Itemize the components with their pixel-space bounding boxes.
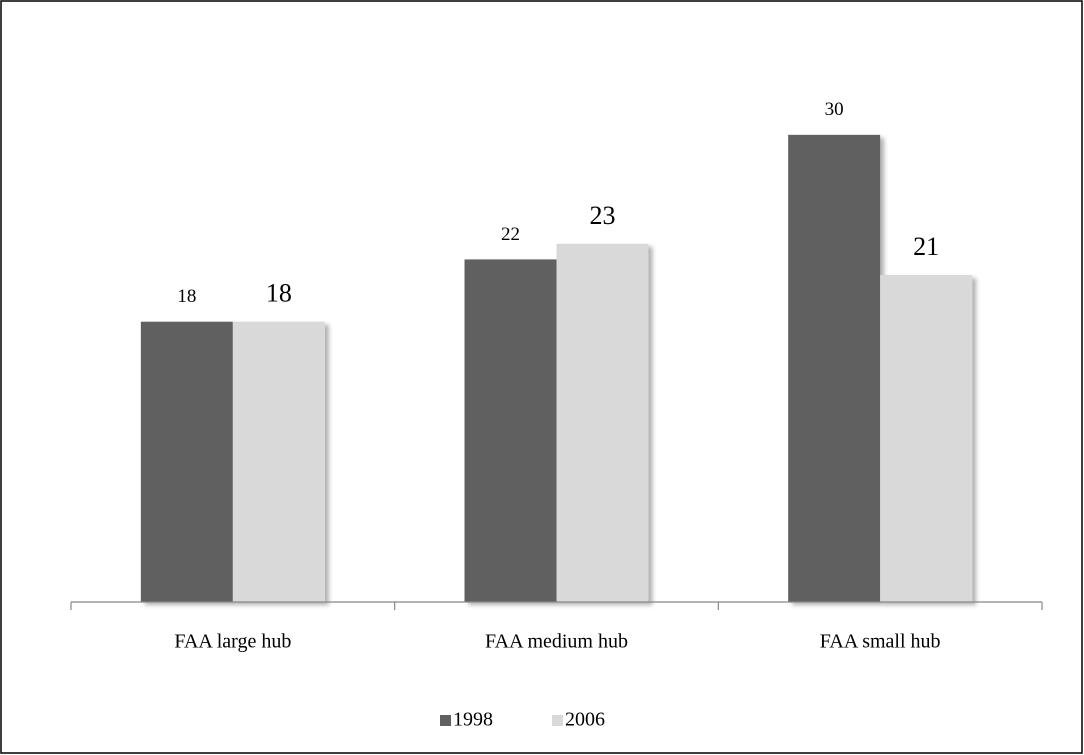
data-label: 23 bbox=[590, 201, 616, 230]
bar bbox=[140, 321, 233, 602]
legend-label: 1998 bbox=[453, 709, 493, 731]
data-label: 21 bbox=[913, 232, 939, 261]
legend-label: 2006 bbox=[565, 709, 605, 731]
legend-swatch bbox=[552, 715, 563, 726]
x-tick-label: FAA medium hub bbox=[485, 631, 628, 653]
data-label: 18 bbox=[177, 286, 196, 307]
x-tick-label: FAA large hub bbox=[174, 631, 291, 653]
data-label: 30 bbox=[825, 99, 844, 120]
bar bbox=[788, 134, 881, 602]
bar bbox=[880, 275, 973, 602]
data-label: 22 bbox=[501, 224, 520, 245]
bar bbox=[556, 243, 649, 602]
bar bbox=[232, 321, 325, 602]
x-tick-label: FAA small hub bbox=[820, 631, 941, 653]
bar bbox=[464, 259, 557, 602]
legend-swatch bbox=[440, 715, 451, 726]
data-label: 18 bbox=[266, 279, 292, 308]
